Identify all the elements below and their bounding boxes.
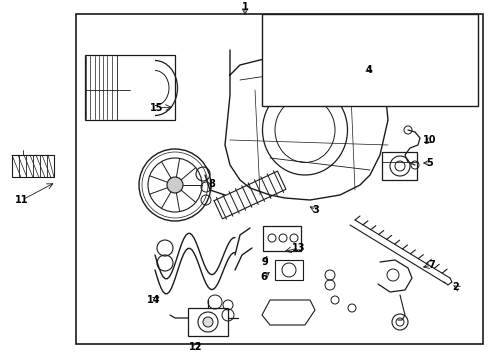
- Bar: [12, 155, 54, 177]
- Text: 12: 12: [189, 342, 203, 352]
- Text: 9: 9: [262, 257, 269, 267]
- Bar: [263, 226, 301, 251]
- Bar: [188, 308, 228, 336]
- Text: 1: 1: [242, 2, 248, 12]
- Text: 8: 8: [209, 179, 216, 189]
- Text: 6: 6: [261, 272, 268, 282]
- Text: 10: 10: [423, 135, 437, 145]
- Circle shape: [167, 177, 183, 193]
- Text: 13: 13: [292, 243, 306, 253]
- Text: 5: 5: [427, 158, 433, 168]
- Bar: [262, 14, 478, 106]
- Text: 7: 7: [429, 260, 436, 270]
- Text: 4: 4: [366, 65, 372, 75]
- Circle shape: [203, 317, 213, 327]
- Bar: [85, 55, 175, 120]
- Text: 2: 2: [453, 282, 460, 292]
- Bar: [275, 260, 303, 280]
- Text: 3: 3: [313, 205, 319, 215]
- Circle shape: [343, 56, 367, 80]
- Bar: [382, 152, 417, 180]
- Text: 15: 15: [150, 103, 164, 113]
- Text: 14: 14: [147, 295, 161, 305]
- Bar: [76, 14, 483, 344]
- Text: 11: 11: [15, 195, 29, 205]
